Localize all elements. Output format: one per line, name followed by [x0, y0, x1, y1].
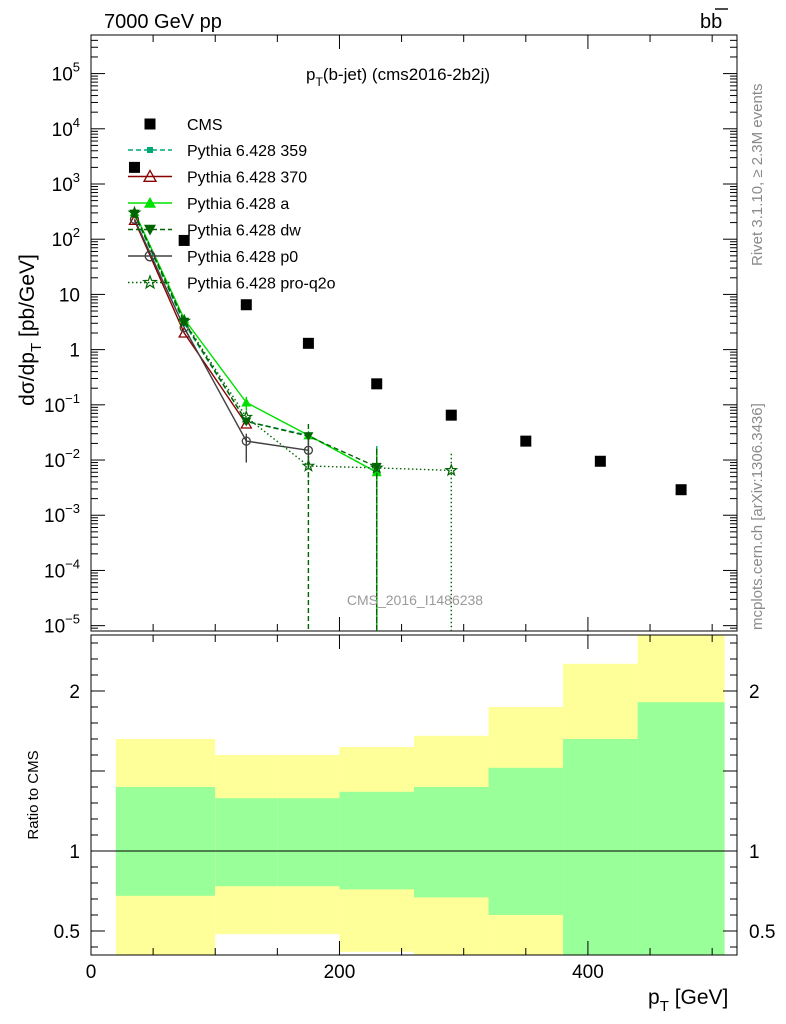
cms-point-7	[594, 455, 606, 467]
legend-label-5: Pythia 6.428 pro-q2o	[187, 276, 336, 293]
y-tick-label-7: 10−2	[44, 446, 80, 472]
y-tick-label-4: 10	[59, 285, 80, 306]
rivet-label: Rivet 3.1.10, ≥ 2.3M events	[749, 84, 766, 267]
cms-point-2	[240, 299, 252, 311]
cms-point-1	[178, 234, 190, 246]
x-axis-label: pT [GeV]	[648, 986, 728, 1015]
cms-point-3	[302, 337, 314, 349]
series-5	[127, 205, 459, 631]
legend-label-1: Pythia 6.428 370	[187, 170, 307, 187]
ratio-plot-frame	[90, 634, 738, 956]
y-tick-label-0: 105	[52, 60, 80, 86]
cms-point-8	[675, 484, 687, 496]
legend-marker-cms	[144, 118, 156, 130]
series-point-5-0	[127, 205, 142, 219]
y-tick-label-10: 10−5	[44, 612, 80, 638]
series-point-3-3	[303, 432, 314, 442]
axis-ticks	[90, 34, 737, 955]
ratio-tick-label-left-0: 2	[69, 682, 80, 703]
axis-tick-labels: 0 200 40010510410310210110−110−210−310−410…	[44, 60, 775, 983]
plot-title: pT(b-jet) (cms2016-2b2j)	[306, 65, 490, 89]
ratio-tick-label-left-2: 0.5	[54, 922, 80, 943]
legend-marker-4	[144, 250, 156, 262]
legend-marker-1	[142, 169, 158, 182]
y-axis-label-sub: T	[28, 343, 45, 352]
series-layer	[127, 205, 459, 631]
x-axis-label-sub: T	[660, 998, 669, 1015]
cms-point-6	[520, 435, 532, 447]
cms-data-points	[128, 161, 687, 496]
y-tick-label-8: 10−3	[44, 501, 80, 527]
series-point-4-2	[241, 436, 251, 446]
legend-label-3: Pythia 6.428 dw	[187, 223, 301, 240]
ratio-band-green-3	[339, 791, 414, 890]
series-3	[129, 209, 382, 631]
ratio-tick-label-left-1: 1	[69, 842, 80, 863]
ratio-band-green-4	[414, 787, 489, 898]
y-tick-label-5: 1	[69, 341, 80, 362]
plot-title-rest: (b-jet) (cms2016-2b2j)	[323, 65, 490, 84]
series-line-5	[133, 212, 452, 472]
y-tick-label-2: 103	[52, 170, 80, 196]
y-axis-label: dσ/dpT [pb/GeV]	[16, 254, 45, 406]
ratio-band-green-6	[563, 739, 638, 955]
ratio-tick-label-right-0: 2	[749, 682, 760, 703]
y-tick-label-1: 104	[52, 115, 80, 141]
analysis-watermark: CMS_2016_I1486238	[347, 592, 483, 608]
y-tick-label-3: 102	[52, 225, 80, 251]
x-tick-label-1: 200	[324, 962, 356, 983]
ratio-band-green-5	[488, 767, 564, 915]
legend: CMS Pythia 6.428 359 Pythia 6.428 370 Pythi…	[128, 117, 336, 293]
ratio-band-green-1	[215, 798, 278, 887]
cms-point-5	[445, 409, 457, 421]
legend-marker-3	[144, 224, 156, 236]
series-point-4-3	[303, 445, 314, 455]
series-0	[131, 211, 380, 631]
legend-label-cms: CMS	[187, 117, 223, 134]
legend-marker-5	[142, 274, 158, 290]
plot-title-sub: T	[315, 75, 323, 89]
legend-label-2: Pythia 6.428 a	[187, 196, 289, 213]
series-point-2-2	[241, 397, 252, 407]
legend-marker-2	[144, 197, 156, 208]
ratio-band-green-2	[277, 798, 340, 887]
ratio-band-green-7	[637, 702, 725, 955]
header-left: 7000 GeV pp	[104, 11, 222, 33]
series-point-5-5	[444, 463, 459, 477]
x-tick-label-0: 0	[86, 962, 97, 983]
legend-marker-0	[147, 147, 153, 153]
series-2	[129, 207, 382, 631]
ratio-tick-label-right-2: 0.5	[749, 922, 775, 943]
series-line-4	[133, 218, 309, 451]
header-right: bb	[700, 11, 722, 33]
series-point-1-0	[128, 213, 141, 225]
y-tick-label-9: 10−4	[44, 556, 80, 582]
series-line-1	[133, 220, 247, 425]
x-axis-label-b: [GeV]	[669, 986, 729, 1009]
y-axis-label-b: [pb/GeV]	[16, 254, 39, 343]
ratio-bands	[91, 635, 737, 955]
series-4	[129, 214, 314, 469]
cms-point-0	[128, 161, 140, 173]
series-point-5-3	[301, 458, 316, 472]
legend-label-4: Pythia 6.428 p0	[187, 249, 298, 266]
legend-label-0: Pythia 6.428 359	[187, 143, 307, 160]
ratio-axis-label: Ratio to CMS	[25, 750, 42, 839]
series-point-5-1	[177, 313, 192, 327]
series-point-5-4	[369, 460, 384, 474]
y-tick-label-6: 10−1	[44, 391, 80, 417]
ratio-tick-label-right-1: 1	[749, 842, 760, 863]
header-right-bar: b	[711, 11, 722, 33]
cms-point-4	[371, 378, 383, 390]
x-tick-label-2: 400	[572, 962, 604, 983]
series-point-5-2	[239, 409, 254, 423]
series-point-3-1	[179, 317, 190, 327]
mcplots-label: mcplots.cern.ch [arXiv:1306.3436]	[749, 403, 766, 630]
ratio-band-green-0	[115, 787, 216, 896]
series-point-1-2	[240, 417, 253, 429]
